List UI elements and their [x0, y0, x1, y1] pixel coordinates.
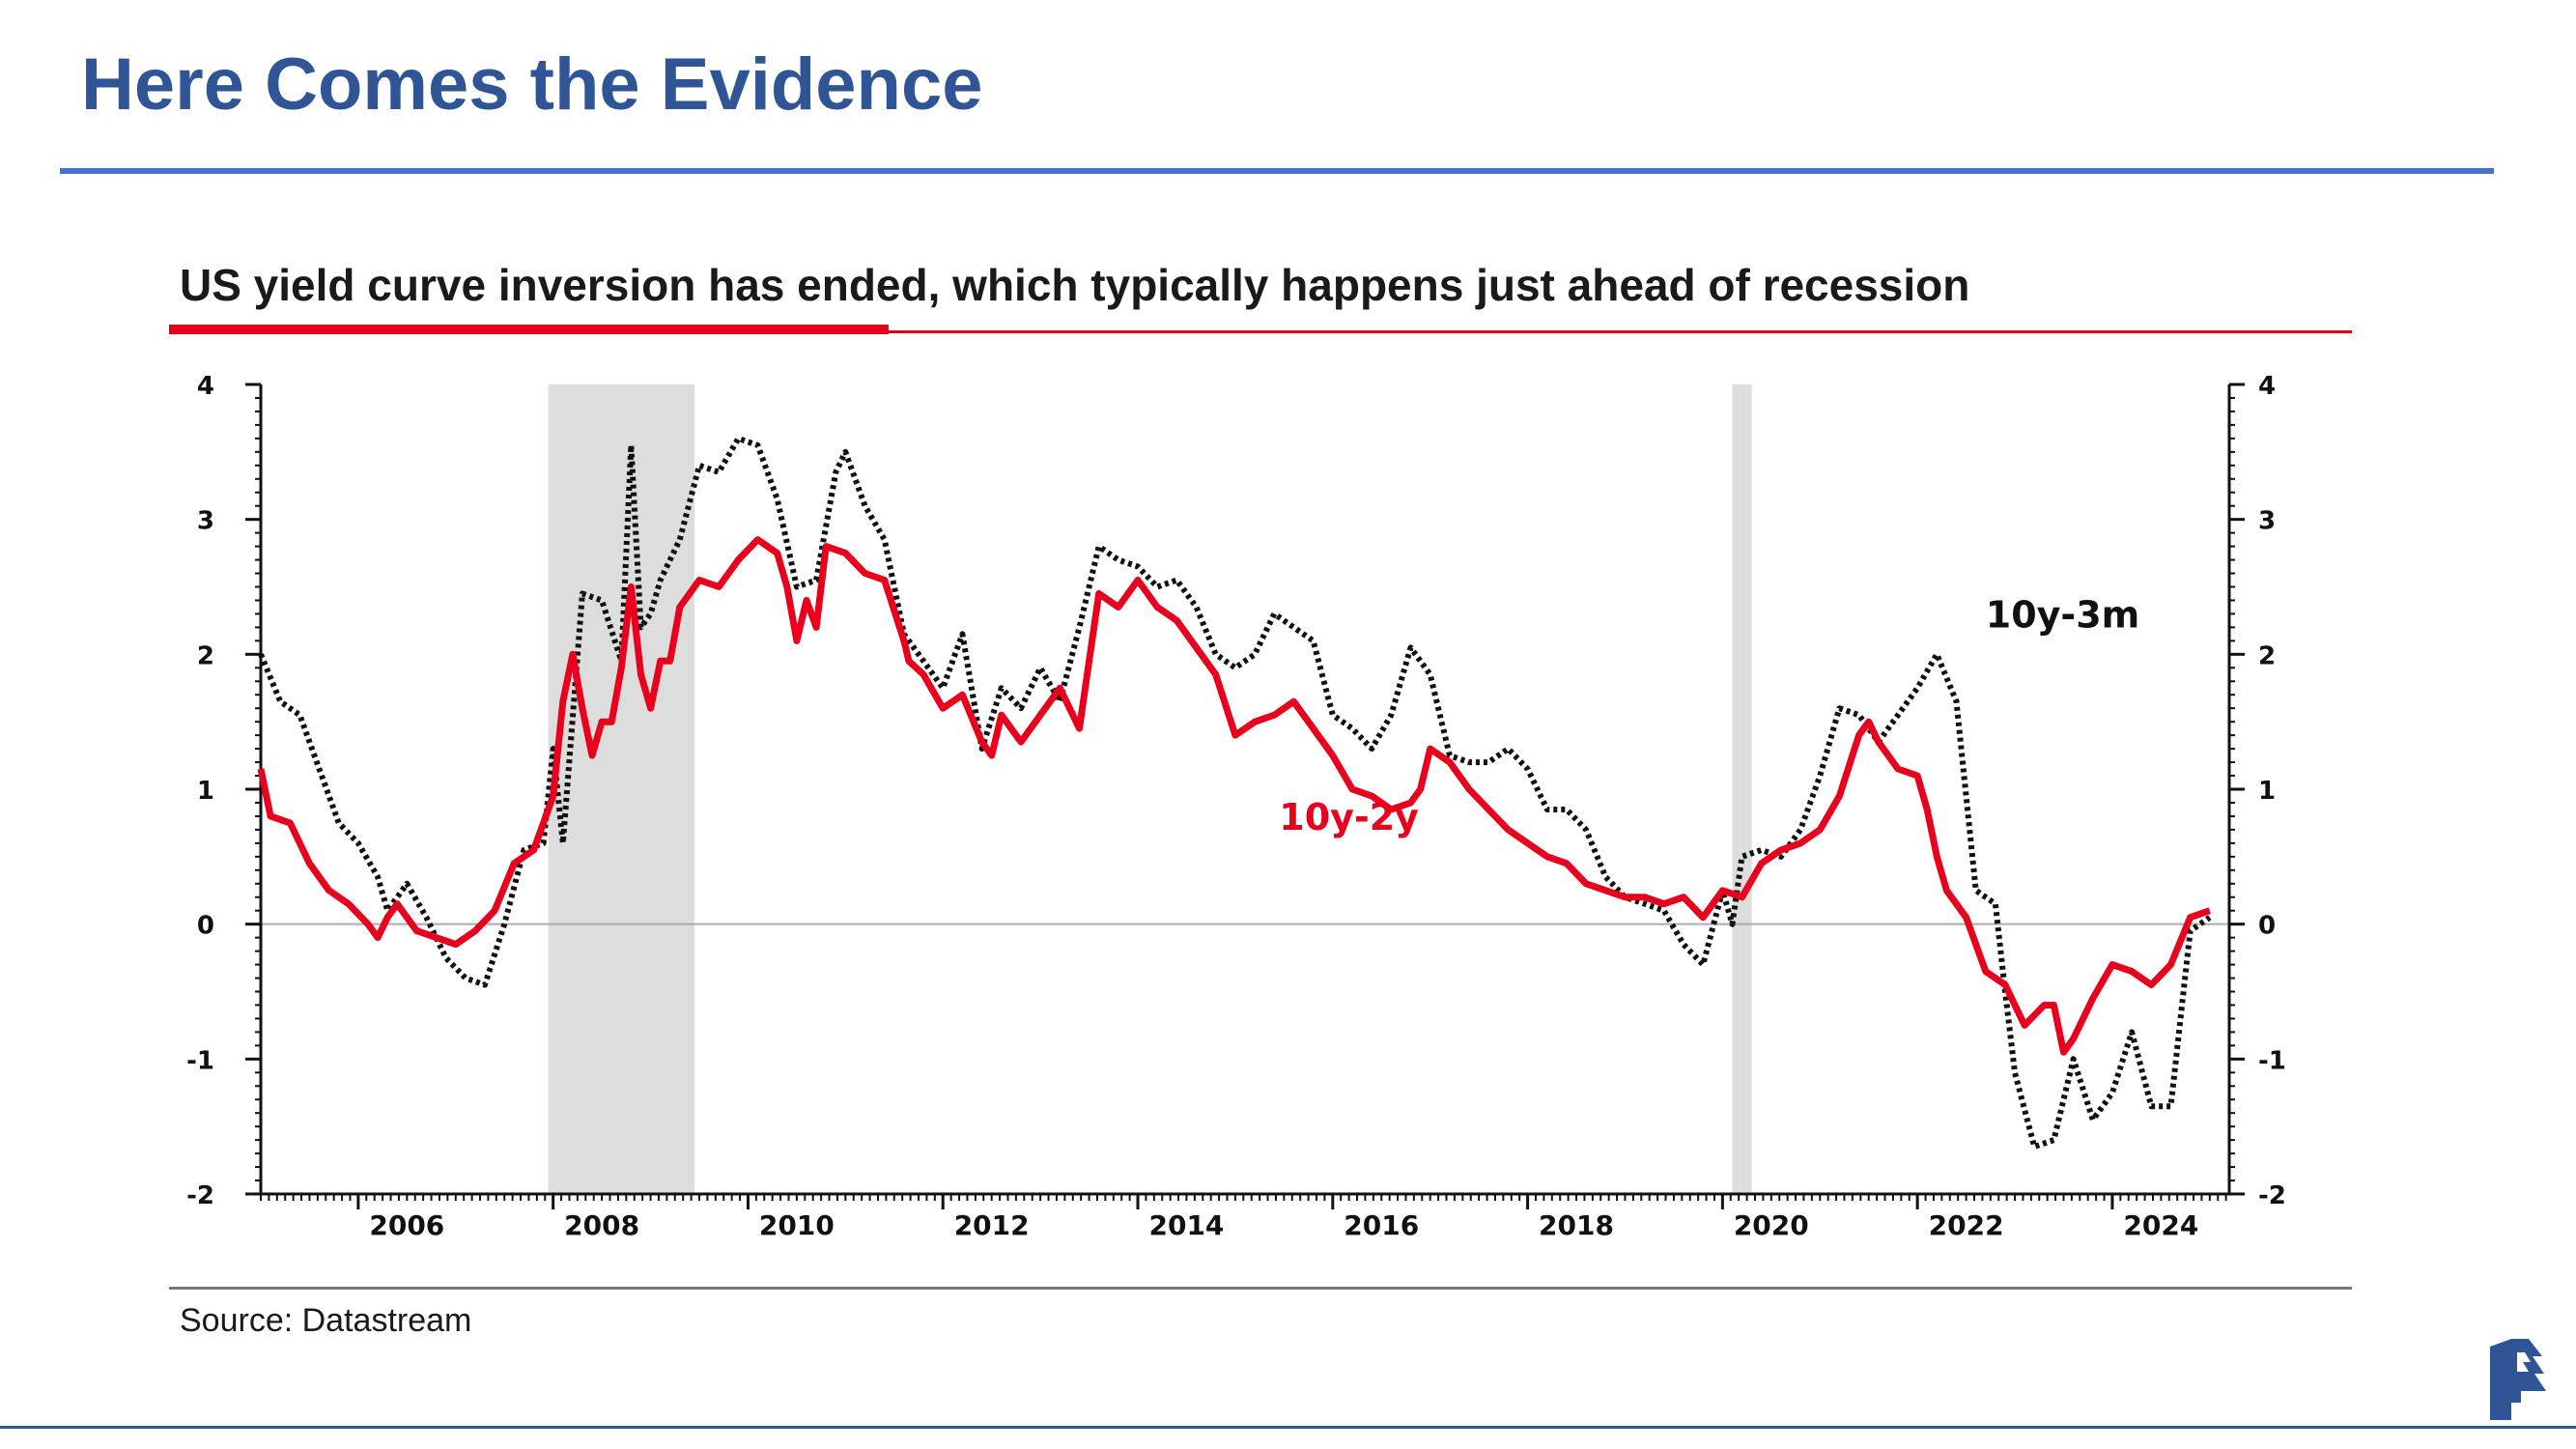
x-tick-label: 2008 [564, 1209, 639, 1241]
x-tick-label: 2022 [1929, 1209, 2004, 1241]
x-tick-label: 2012 [954, 1209, 1030, 1241]
y-tick-label-right: 1 [2258, 777, 2276, 806]
x-tick-label: 2018 [1539, 1209, 1614, 1241]
company-logo-icon [2490, 1339, 2546, 1420]
series-annotation-10y-3m: 10y-3m [1986, 593, 2139, 636]
x-tick-label: 2014 [1148, 1209, 1224, 1241]
x-tick-label: 2024 [2123, 1209, 2198, 1241]
y-tick-label-right: -2 [2258, 1181, 2286, 1210]
chart-title-rule [169, 330, 2352, 333]
y-tick-label-left: 1 [197, 777, 214, 806]
yield-curve-chart: 4 4 3 3 2 2 1 1 0 0 -1 -1 -2 -2 2006 2008 2010 2012 2014 20… [186, 372, 2286, 1241]
y-tick-label-left: 4 [197, 372, 214, 401]
slide-title: Here Comes the Evidence [81, 43, 983, 126]
y-tick-label-right: 2 [2258, 641, 2276, 670]
source-note: Source: Datastream [180, 1302, 472, 1339]
footer-divider [0, 1426, 2576, 1429]
recession-shading-1 [1732, 384, 1752, 1194]
y-tick-label-right: 0 [2258, 912, 2276, 941]
y-tick-label-right: -1 [2258, 1046, 2286, 1075]
chart-title-accent-bar [169, 325, 889, 334]
y-tick-label-left: -2 [186, 1181, 214, 1210]
series-annotation-10y-2y: 10y-2y [1279, 796, 1419, 838]
x-tick-label: 2010 [759, 1209, 835, 1241]
y-tick-label-right: 3 [2258, 507, 2276, 536]
series-line-10y-2y [257, 536, 2211, 1056]
y-tick-label-left: 3 [197, 507, 214, 536]
source-divider [169, 1287, 2352, 1290]
y-tick-label-left: 2 [197, 641, 214, 670]
y-tick-label-left: -1 [186, 1046, 214, 1075]
x-tick-label: 2020 [1734, 1209, 1809, 1241]
x-tick-label: 2016 [1344, 1209, 1419, 1241]
title-divider [60, 168, 2494, 174]
recession-shading-0 [548, 384, 694, 1194]
y-tick-label-left: 0 [197, 912, 214, 941]
x-tick-label: 2006 [369, 1209, 444, 1241]
y-tick-label-right: 4 [2258, 372, 2276, 401]
chart-title: US yield curve inversion has ended, whic… [180, 260, 1970, 310]
